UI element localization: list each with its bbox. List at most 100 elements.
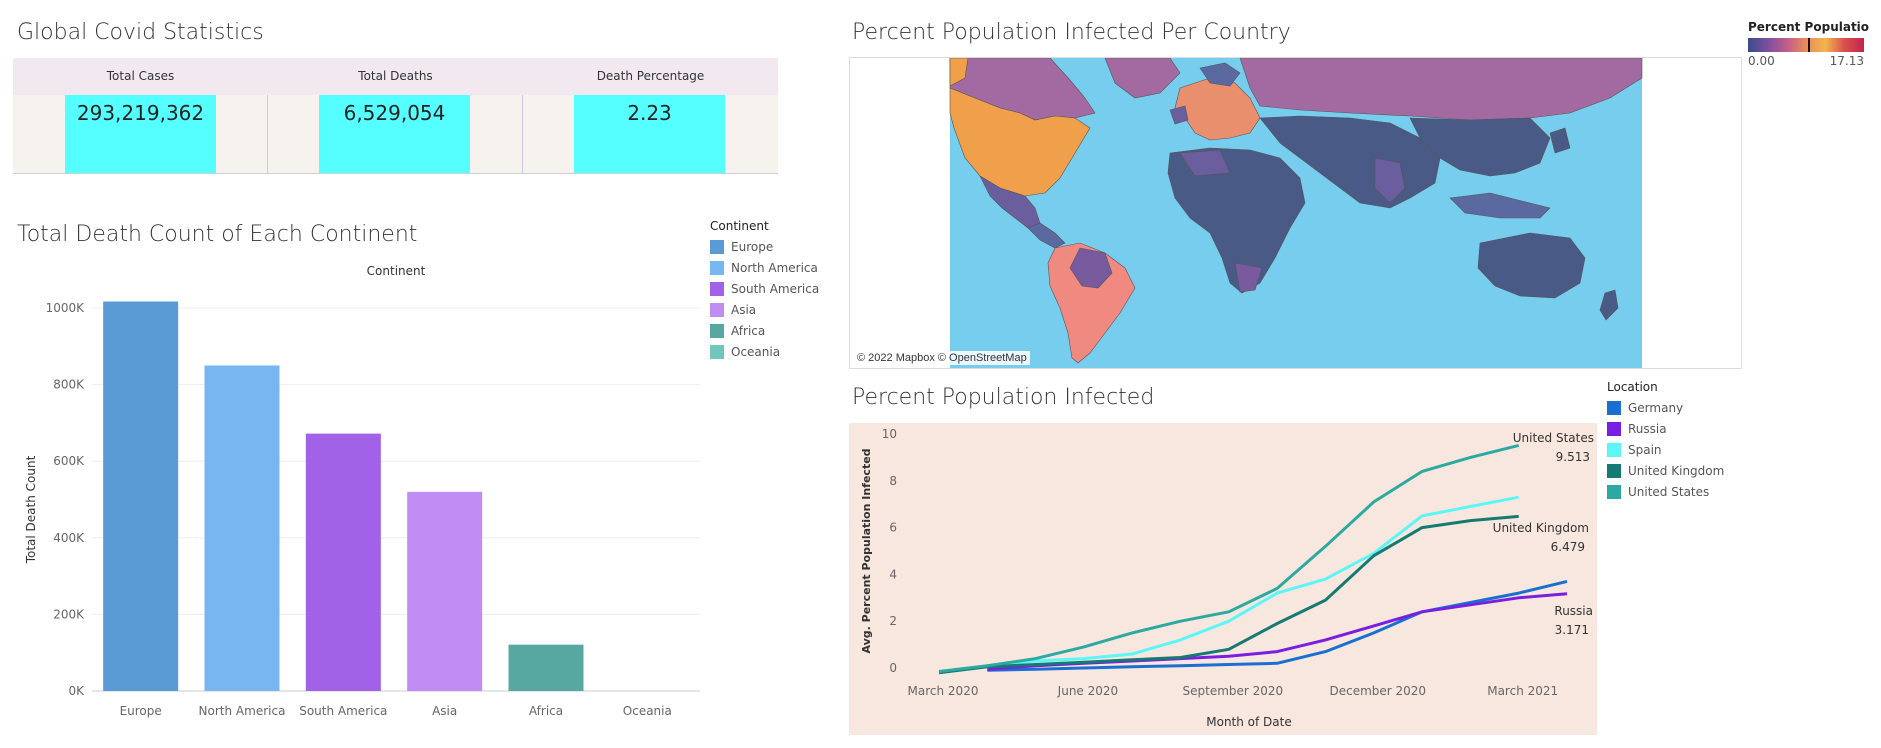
legend-label: Europe	[731, 239, 774, 254]
y-tick-label: 8	[889, 474, 897, 488]
x-tick-label: September 2020	[1183, 684, 1284, 698]
legend-swatch	[1607, 421, 1621, 436]
annotation-value: 6.479	[1551, 540, 1585, 554]
legend-swatch	[710, 344, 724, 359]
kpi-value-total-cases[interactable]: 293,219,362	[65, 95, 216, 173]
kpi-divider	[267, 95, 268, 173]
bar-europe[interactable]	[103, 301, 179, 691]
series-line-spain[interactable]	[938, 495, 1519, 675]
location-legend: Location Germany Russia Spain United Kin…	[1607, 380, 1724, 502]
australia-region[interactable]	[1477, 232, 1586, 299]
bar-africa[interactable]	[508, 644, 584, 691]
legend-swatch	[1607, 484, 1621, 499]
continent-legend: Continent Europe North America South Ame…	[710, 219, 819, 362]
kpi-header-total-cases: Total Cases	[106, 69, 175, 83]
legend-item-germany[interactable]: Germany	[1607, 397, 1724, 418]
bar-asia[interactable]	[407, 491, 483, 691]
kpi-value-total-deaths[interactable]: 6,529,054	[319, 95, 470, 173]
x-tick-label: North America	[199, 704, 286, 718]
x-tick-label: Oceania	[623, 704, 672, 718]
bar-north-america[interactable]	[204, 365, 280, 691]
legend-swatch	[710, 323, 724, 338]
scandinavia-region[interactable]	[1199, 62, 1241, 87]
line-chart-background	[849, 423, 1597, 735]
series-line-united-kingdom[interactable]	[938, 514, 1519, 675]
africa-region[interactable]	[1167, 147, 1306, 294]
legend-label: Germany	[1628, 400, 1684, 415]
y-tick-label: 0K	[68, 684, 85, 698]
x-tick-label: December 2020	[1329, 684, 1426, 698]
legend-item-south-america[interactable]: South America	[710, 278, 819, 299]
north-africa-region[interactable]	[1179, 149, 1231, 177]
kpi-header-total-deaths: Total Deaths	[358, 69, 433, 83]
kpi-header-row: Total Cases Total Deaths Death Percentag…	[13, 58, 778, 95]
bar-chart-bars	[103, 301, 584, 691]
map-view[interactable]	[849, 57, 1742, 369]
legend-label: United Kingdom	[1628, 463, 1725, 478]
new-zealand-region[interactable]	[1599, 289, 1619, 321]
map-attribution[interactable]: © 2022 Mapbox © OpenStreetMap	[854, 351, 1030, 365]
map-title: Percent Population Infected Per Country	[852, 20, 1291, 45]
brazil-north-region[interactable]	[1069, 247, 1113, 289]
kpi-value-death-percentage[interactable]: 2.23	[574, 95, 725, 173]
bar-chart-header: Continent	[367, 264, 426, 278]
x-tick-label: South America	[299, 704, 387, 718]
central-america-region[interactable]	[1027, 222, 1066, 249]
map-color-legend: Percent Populatio.. 0.00 17.13	[1748, 20, 1870, 68]
uk-region[interactable]	[1169, 105, 1189, 125]
x-tick-label: Asia	[432, 704, 457, 718]
bar-chart-y-axis-title: Total Death Count	[24, 455, 38, 564]
greenland-region[interactable]	[1104, 58, 1181, 99]
percent-infected-line-chart: Avg. Percent Population Infected Month o…	[860, 427, 1594, 729]
legend-item-africa[interactable]: Africa	[710, 320, 819, 341]
series-line-united-states[interactable]	[938, 443, 1520, 673]
legend-item-europe[interactable]: Europe	[710, 236, 819, 257]
legend-swatch	[710, 260, 724, 275]
y-tick-label: 600K	[53, 454, 85, 468]
line-chart-x-ticks: March 2020 June 2020 September 2020 Decembe…	[908, 684, 1559, 698]
y-tick-label: 1000K	[46, 301, 86, 315]
legend-item-spain[interactable]: Spain	[1607, 439, 1724, 460]
location-legend-title: Location	[1607, 380, 1658, 394]
legend-label: South America	[731, 281, 820, 296]
x-tick-label: Africa	[529, 704, 563, 718]
india-region[interactable]	[1374, 157, 1406, 204]
south-africa-region[interactable]	[1234, 262, 1263, 293]
line-chart-annotations: United States 9.513 United Kingdom 6.479 Rus…	[1493, 431, 1594, 637]
bar-chart-x-ticks: Europe North America South America Asia Afri…	[120, 704, 672, 718]
legend-item-oceania[interactable]: Oceania	[710, 341, 819, 362]
legend-swatch	[710, 239, 724, 254]
alaska-region[interactable]	[949, 58, 969, 87]
annotation-label: Russia	[1554, 604, 1593, 618]
legend-label: Africa	[731, 323, 766, 338]
usa-region[interactable]	[949, 87, 1091, 197]
legend-swatch	[1607, 442, 1621, 457]
legend-swatch	[710, 302, 724, 317]
legend-item-north-america[interactable]: North America	[710, 257, 819, 278]
world-map[interactable]	[850, 58, 1741, 368]
map-legend-min: 0.00	[1748, 54, 1775, 68]
map-legend-marker	[1808, 38, 1810, 52]
china-region[interactable]	[1409, 117, 1551, 177]
x-tick-label: March 2020	[908, 684, 979, 698]
legend-item-united-states[interactable]: United States	[1607, 481, 1724, 502]
x-tick-label: June 2020	[1057, 684, 1119, 698]
south-america-region[interactable]	[1047, 242, 1136, 364]
indonesia-region[interactable]	[1449, 192, 1551, 219]
japan-region[interactable]	[1549, 127, 1571, 154]
x-tick-label: March 2021	[1487, 684, 1558, 698]
line-chart-x-axis-title: Month of Date	[1206, 715, 1292, 729]
legend-swatch	[1607, 400, 1621, 415]
y-tick-label: 800K	[53, 378, 85, 392]
y-tick-label: 200K	[53, 607, 85, 621]
series-line-germany[interactable]	[987, 579, 1568, 672]
bar-chart-title: Total Death Count of Each Continent	[17, 222, 418, 247]
bar-south-america[interactable]	[305, 433, 381, 691]
line-chart-series	[938, 443, 1568, 675]
legend-label: North America	[731, 260, 818, 275]
legend-swatch	[710, 281, 724, 296]
legend-item-united-kingdom[interactable]: United Kingdom	[1607, 460, 1724, 481]
legend-item-russia[interactable]: Russia	[1607, 418, 1724, 439]
legend-item-asia[interactable]: Asia	[710, 299, 819, 320]
legend-label: Oceania	[731, 344, 781, 359]
